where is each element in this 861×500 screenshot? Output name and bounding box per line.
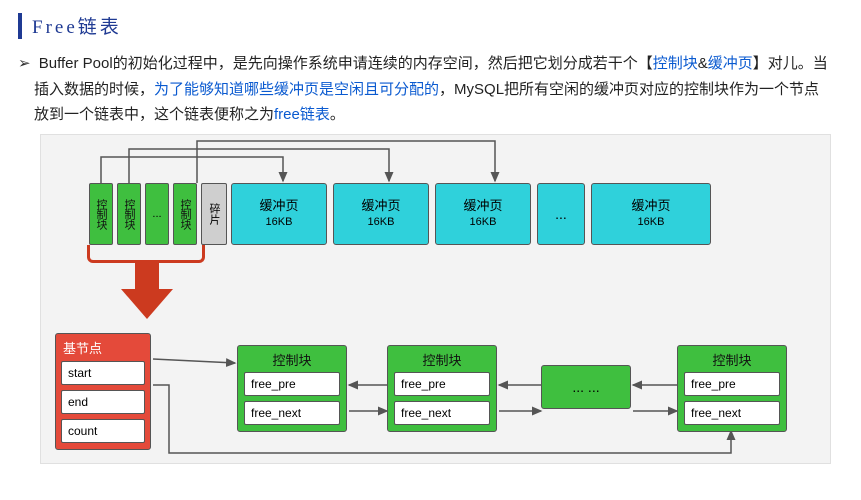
link-free-pre: free_pre	[244, 372, 340, 396]
bullet-icon: ➢	[18, 51, 31, 77]
buf-size: 16KB	[470, 215, 497, 229]
buf-label: 缓冲页	[259, 198, 298, 215]
buffer-page-n: 缓冲页 16KB	[591, 183, 711, 245]
base-field-start: start	[61, 361, 145, 385]
link-node-title: 控制块	[244, 350, 340, 372]
buffer-page-dots: ...	[537, 183, 585, 245]
reason: 为了能够知道哪些缓冲页是空闲且可分配的	[154, 81, 439, 98]
link-node-dots: ... ...	[541, 365, 631, 409]
ctrl-block-1: 控制块	[89, 183, 113, 245]
link-node-1: 控制块 free_pre free_next	[237, 345, 347, 432]
link-free-pre: free_pre	[394, 372, 490, 396]
buf-size: 16KB	[368, 215, 395, 229]
amp: &	[698, 55, 708, 72]
link-node-title: 控制块	[684, 350, 780, 372]
link-free-next: free_next	[684, 401, 780, 425]
link-node-2: 控制块 free_pre free_next	[387, 345, 497, 432]
page-title: Free链表	[32, 12, 122, 39]
base-field-end: end	[61, 390, 145, 414]
base-node: 基节点 start end count	[55, 333, 151, 450]
ctrl-block-n: 控制块	[173, 183, 197, 245]
buf-size: 16KB	[638, 215, 665, 229]
title-accent	[18, 13, 22, 39]
link-free-next: free_next	[244, 401, 340, 425]
ctrl-block-dots: ...	[145, 183, 169, 245]
link-node-n: 控制块 free_pre free_next	[677, 345, 787, 432]
link-free-pre: free_pre	[684, 372, 780, 396]
buf-label: 缓冲页	[463, 198, 502, 215]
base-field-count: count	[61, 419, 145, 443]
term-ctrl: 控制块	[653, 55, 698, 72]
buf-label: 缓冲页	[361, 198, 400, 215]
link-free-next: free_next	[394, 401, 490, 425]
buffer-pool-row: 控制块 控制块 ... 控制块 碎片 缓冲页 16KB 缓冲页 16KB 缓冲页…	[89, 183, 717, 245]
title-bar: Free链表	[0, 0, 861, 47]
buffer-page-3: 缓冲页 16KB	[435, 183, 531, 245]
diagram: 控制块 控制块 ... 控制块 碎片 缓冲页 16KB 缓冲页 16KB 缓冲页…	[40, 134, 831, 464]
term-free: free链表	[274, 106, 330, 123]
buf-size: 16KB	[266, 215, 293, 229]
buf-label: 缓冲页	[631, 198, 670, 215]
term-buf: 缓冲页	[708, 55, 753, 72]
big-arrow-head-icon	[121, 289, 173, 319]
buffer-page-1: 缓冲页 16KB	[231, 183, 327, 245]
brace	[87, 245, 205, 263]
fragment: 碎片	[201, 183, 227, 245]
big-arrow-stem	[135, 263, 159, 291]
para-text-4: 。	[330, 106, 345, 123]
buffer-page-2: 缓冲页 16KB	[333, 183, 429, 245]
ctrl-block-2: 控制块	[117, 183, 141, 245]
paragraph: ➢ Buffer Pool的初始化过程中，是先向操作系统申请连续的内存空间，然后…	[0, 47, 861, 128]
link-node-title: 控制块	[394, 350, 490, 372]
base-node-title: 基节点	[61, 338, 145, 361]
para-text-1: Buffer Pool的初始化过程中，是先向操作系统申请连续的内存空间，然后把它…	[39, 55, 653, 72]
